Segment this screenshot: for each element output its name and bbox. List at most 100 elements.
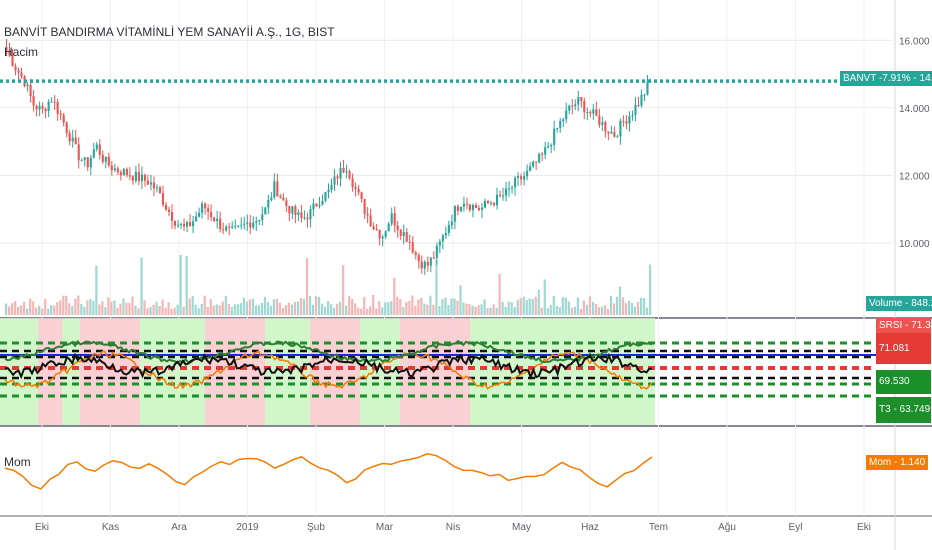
volume-bar bbox=[29, 298, 32, 315]
volume-bar bbox=[504, 306, 507, 315]
candle-body bbox=[471, 205, 474, 211]
candle-body bbox=[483, 200, 487, 208]
x-tick-label: Eyl bbox=[789, 522, 803, 533]
candle-body bbox=[68, 133, 71, 142]
candle-body bbox=[583, 101, 586, 113]
candle-body bbox=[119, 172, 122, 176]
candle-body bbox=[35, 105, 38, 110]
volume-bar bbox=[281, 308, 285, 315]
candle-body bbox=[357, 188, 360, 193]
x-tick-label: Mar bbox=[376, 522, 394, 533]
candle-body bbox=[360, 192, 363, 199]
candle-body bbox=[228, 226, 231, 228]
volume-bar bbox=[218, 305, 221, 315]
volume-bar bbox=[519, 297, 522, 315]
volume-badge: Volume - 848.262K bbox=[866, 296, 932, 311]
candle-body bbox=[580, 97, 583, 102]
candle-body bbox=[577, 97, 580, 105]
candle-body bbox=[333, 176, 336, 185]
candle-body bbox=[330, 184, 333, 190]
candle-body bbox=[574, 104, 577, 107]
candle-body bbox=[110, 165, 113, 171]
candle-body bbox=[89, 157, 92, 168]
candle-body bbox=[261, 214, 264, 220]
volume-bar bbox=[597, 307, 601, 315]
volume-bar bbox=[326, 300, 330, 315]
candle-body bbox=[74, 137, 77, 145]
candle-body bbox=[450, 221, 453, 226]
volume-bar bbox=[405, 301, 408, 315]
volume-bar bbox=[221, 301, 224, 315]
candle-body bbox=[50, 101, 53, 103]
volume-bar bbox=[339, 301, 342, 315]
candle-body bbox=[204, 203, 207, 209]
volume-bar bbox=[510, 302, 513, 315]
x-tick-label: Eki bbox=[857, 522, 871, 533]
volume-bar bbox=[330, 304, 333, 315]
volume-bar bbox=[423, 303, 426, 315]
candle-body bbox=[610, 131, 613, 134]
volume-bar bbox=[128, 302, 131, 315]
candle-body bbox=[158, 187, 162, 194]
volume-bar bbox=[417, 299, 420, 315]
volume-bar bbox=[549, 305, 552, 315]
candle-body bbox=[255, 221, 258, 223]
volume-bar bbox=[393, 277, 396, 315]
volume-bar bbox=[387, 302, 390, 315]
candle-body bbox=[366, 213, 369, 216]
candle-body bbox=[390, 213, 393, 224]
volume-bar bbox=[492, 304, 495, 315]
x-tick-label: Haz bbox=[581, 522, 599, 533]
candle-body bbox=[44, 108, 47, 112]
candle-body bbox=[526, 170, 529, 177]
candle-body bbox=[183, 223, 186, 227]
volume-bar bbox=[399, 299, 402, 315]
candle-body bbox=[164, 204, 168, 210]
x-tick-label: Ağu bbox=[718, 522, 736, 533]
volume-bar bbox=[194, 304, 197, 315]
candle-body bbox=[195, 216, 198, 222]
volume-bar bbox=[56, 302, 59, 315]
candle-body bbox=[598, 115, 601, 125]
candle-body bbox=[511, 187, 514, 189]
volume-bar bbox=[167, 302, 170, 315]
candle-body bbox=[378, 229, 381, 239]
candle-body bbox=[219, 218, 222, 230]
volume-bar bbox=[534, 296, 537, 315]
volume-bar bbox=[633, 306, 637, 315]
candle-body bbox=[179, 223, 183, 225]
candle-body bbox=[541, 153, 544, 155]
candle-body bbox=[444, 233, 447, 236]
x-tick-label: May bbox=[512, 522, 531, 533]
volume-bar bbox=[209, 299, 212, 315]
candle-body bbox=[125, 169, 128, 176]
volume-bar bbox=[606, 308, 610, 315]
volume-bar bbox=[227, 304, 230, 315]
candle-body bbox=[186, 222, 189, 227]
x-tick-label: Tem bbox=[649, 522, 668, 533]
volume-bar bbox=[89, 299, 92, 315]
volume-bar bbox=[480, 304, 483, 315]
momentum-legend: Mom bbox=[4, 455, 31, 469]
candle-body bbox=[348, 171, 351, 179]
candle-body bbox=[252, 222, 255, 228]
candle-body bbox=[101, 154, 104, 162]
volume-bar bbox=[119, 303, 122, 315]
volume-bar bbox=[176, 304, 179, 315]
candle-body bbox=[95, 144, 98, 150]
candle-body bbox=[56, 102, 59, 114]
candle-body bbox=[342, 167, 345, 173]
volume-bar bbox=[390, 301, 393, 315]
volume-bar bbox=[251, 298, 254, 315]
volume-bar bbox=[140, 257, 143, 315]
candle-body bbox=[640, 94, 643, 106]
candle-body bbox=[429, 257, 432, 266]
volume-bar bbox=[284, 305, 288, 315]
candle-body bbox=[550, 144, 553, 147]
volume-bar bbox=[305, 258, 309, 315]
candle-body bbox=[562, 119, 565, 122]
volume-bar bbox=[396, 296, 399, 315]
volume-bar bbox=[402, 307, 405, 315]
candle-body bbox=[315, 203, 318, 207]
volume-bar bbox=[444, 297, 447, 315]
